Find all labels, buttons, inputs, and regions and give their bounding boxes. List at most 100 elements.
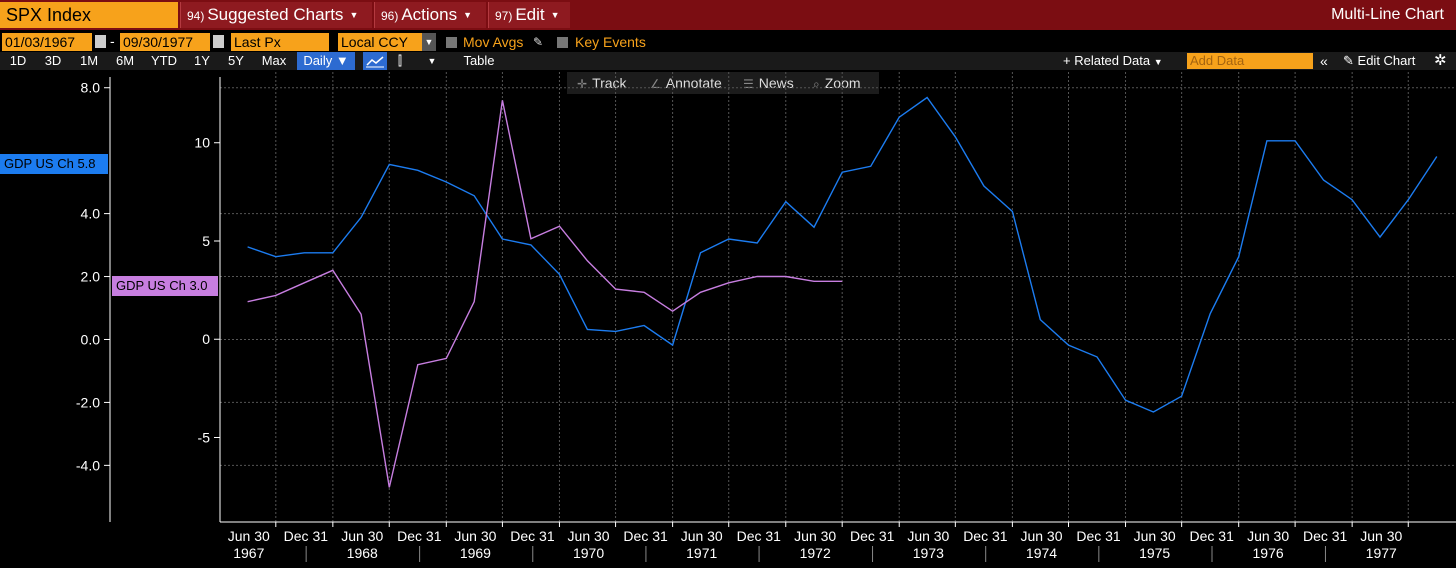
x-tick-label: Dec 31 [1303,528,1348,544]
key-events-checkbox[interactable] [557,37,568,48]
x-tick-label: Jun 30 [1020,528,1062,544]
x-tick-label: Dec 31 [623,528,668,544]
right-axis-label: -5 [198,430,211,446]
zoom-tool[interactable]: ⌕ Zoom [813,75,861,91]
axes: Jun 30 Dec 31 Jun 30 Dec 31 Jun 30 Dec 31 Jun … [76,77,1456,562]
right-axis-label: 5 [202,233,210,249]
settings-icon[interactable]: ✲ [1434,52,1447,69]
x-tick-label: Jun 30 [681,528,723,544]
currency-dropdown-icon[interactable]: ▼ [422,33,436,51]
range-ytd[interactable]: YTD [151,53,177,68]
start-date-field[interactable]: 01/03/1967 [2,33,92,51]
range-5y[interactable]: 5Y [228,53,244,68]
chart-type-title: Multi-Line Chart [1331,6,1444,23]
news-icon: ☰ [743,77,754,91]
right-axis-label: 10 [194,135,210,151]
x-year-label: 1969 [460,545,491,561]
range-1d[interactable]: 1D [9,53,27,68]
add-data-input[interactable]: Add Data [1187,53,1313,69]
pencil-icon: ✎ [1343,53,1354,68]
end-date-field[interactable]: 09/30/1977 [120,33,210,51]
collapse-icon[interactable]: « [1320,53,1328,69]
x-year-label: 1972 [800,545,831,561]
mov-avgs-checkbox[interactable] [446,37,457,48]
related-data-button[interactable]: + Related Data ▼ [1063,53,1163,68]
x-year-label: 1975 [1139,545,1170,561]
x-tick-label: Jun 30 [907,528,949,544]
range-6m[interactable]: 6M [115,53,135,68]
x-tick-label: Dec 31 [397,528,442,544]
x-tick-label: Dec 31 [737,528,782,544]
x-tick-label: Jun 30 [794,528,836,544]
ticker-field[interactable]: SPX Index [0,2,178,28]
x-year-label: 1968 [347,545,378,561]
x-tick-label: Jun 30 [1247,528,1289,544]
x-year-label: 1974 [1026,545,1057,561]
chart-tools-bar [567,72,879,94]
zoom-icon: ⌕ [813,77,820,91]
series-line [247,100,843,488]
x-tick-label: Jun 30 [341,528,383,544]
x-tick-label: Dec 31 [963,528,1008,544]
key-events-label: Key Events [575,34,646,50]
dropdown-arrow-icon: ▼ [463,10,473,20]
x-year-label: 1971 [686,545,717,561]
x-tick-label: Jun 30 [1360,528,1402,544]
edit-menu[interactable]: 97) Edit ▼ [488,2,570,28]
left-axis-label: -4.0 [76,457,100,473]
line-chart-glyph [366,56,384,68]
currency-selector[interactable]: Local CCY [338,33,422,51]
table-button[interactable]: Table [463,53,495,68]
x-tick-label: Jun 30 [568,528,610,544]
right-axis-label: 0 [202,331,210,347]
x-year-label: 1967 [233,545,264,561]
date-separator: - [110,33,115,49]
news-tool[interactable]: ☰ News [743,75,794,91]
x-year-label: 1973 [913,545,944,561]
left-axis-label: 2.0 [81,269,101,285]
mov-avgs-label: Mov Avgs [463,34,524,50]
dropdown-arrow-icon: ▼ [550,10,560,20]
calendar-icon[interactable] [95,35,106,48]
left-axis-label: 0.0 [81,331,101,347]
series-line [247,96,1438,413]
range-3d[interactable]: 3D [44,53,62,68]
x-tick-label: Jun 30 [228,528,270,544]
annotate-icon: ∠ [650,77,661,91]
crosshair-icon: ✛ [577,77,588,91]
x-year-label: 1977 [1366,545,1397,561]
grid [220,72,1456,522]
suggested-charts-menu[interactable]: 94) Suggested Charts ▼ [180,2,372,28]
left-axis-label: 8.0 [81,80,101,96]
period-selector[interactable]: Daily ▼ [297,52,355,70]
calendar-icon[interactable] [213,35,224,48]
bar-chart-icon[interactable]: ⫿ [397,53,403,68]
range-1m[interactable]: 1M [79,53,99,68]
dropdown-arrow-icon: ▼ [349,10,359,20]
x-tick-label: Dec 31 [1190,528,1235,544]
left-axis-label: -2.0 [76,394,100,410]
annotate-tool[interactable]: ∠ Annotate [650,75,722,91]
dropdown-arrow-icon: ▼ [1153,57,1163,67]
line-chart-icon[interactable] [363,52,387,70]
x-tick-label: Jun 30 [1134,528,1176,544]
series-tag-gdp-blue[interactable]: GDP US Ch 5.8 [0,154,108,174]
x-tick-label: Dec 31 [284,528,329,544]
range-max[interactable]: Max [261,53,287,68]
field-selector[interactable]: Last Px [231,33,329,51]
chart-type-dropdown-icon[interactable]: ▼ [427,56,437,66]
edit-chart-button[interactable]: ✎ Edit Chart [1343,53,1416,68]
x-tick-label: Dec 31 [510,528,555,544]
x-tick-label: Dec 31 [1076,528,1121,544]
range-1y[interactable]: 1Y [194,53,210,68]
track-tool[interactable]: ✛ Track [577,75,627,91]
left-axis-label: 4.0 [81,206,101,222]
x-tick-label: Dec 31 [850,528,895,544]
series-tag-gdp-purple[interactable]: GDP US Ch 3.0 [112,276,218,296]
actions-menu[interactable]: 96) Actions ▼ [374,2,486,28]
x-tick-label: Jun 30 [454,528,496,544]
x-year-label: 1976 [1253,545,1284,561]
series-lines [247,96,1438,488]
pencil-icon[interactable]: ✎ [533,35,544,49]
